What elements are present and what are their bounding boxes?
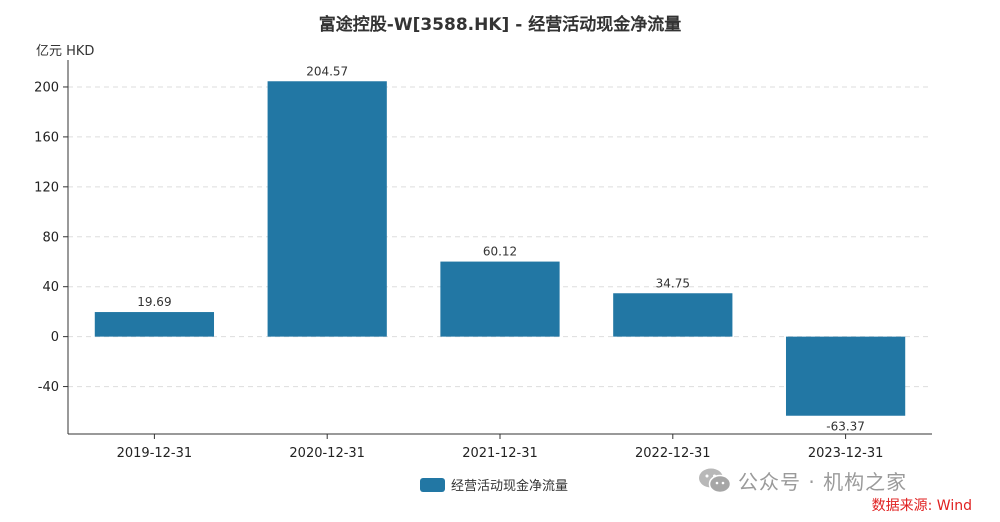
y-tick-label: 200 (34, 80, 59, 95)
x-tick-label: 2019-12-31 (117, 446, 193, 461)
y-tick-label: 120 (34, 180, 59, 195)
data-label: -63.37 (826, 420, 865, 434)
bar (613, 293, 733, 337)
y-axis-unit: 亿元 HKD (36, 44, 95, 59)
x-tick-label: 2022-12-31 (635, 446, 711, 461)
bar (267, 81, 387, 337)
data-source: 数据来源: Wind (871, 498, 972, 514)
x-tick-label: 2021-12-31 (462, 446, 538, 461)
x-tick-label: 2020-12-31 (289, 446, 365, 461)
y-tick-label: 40 (42, 280, 59, 295)
data-label: 204.57 (306, 64, 348, 78)
bar (440, 261, 560, 337)
y-tick-label: 160 (34, 130, 59, 145)
watermark-text: 公众号 · 机构之家 (738, 470, 908, 494)
chart-title: 富途控股-W[3588.HK] - 经营活动现金净流量 (318, 15, 682, 35)
chart-legend[interactable]: 经营活动现金净流量 (420, 475, 568, 494)
data-label: 19.69 (137, 295, 171, 309)
legend-swatch (420, 477, 445, 492)
watermark: 公众号 · 机构之家 (698, 466, 907, 495)
bar (94, 312, 215, 337)
y-tick-label: -40 (38, 380, 59, 395)
y-tick-label: 80 (42, 230, 59, 245)
y-tick-label: 0 (51, 330, 59, 345)
data-label: 60.12 (483, 245, 517, 259)
wechat-icon (699, 468, 732, 493)
x-tick-label: 2023-12-31 (808, 446, 884, 461)
legend-label: 经营活动现金净流量 (451, 479, 569, 494)
bar (785, 336, 906, 416)
data-label: 34.75 (656, 276, 690, 290)
